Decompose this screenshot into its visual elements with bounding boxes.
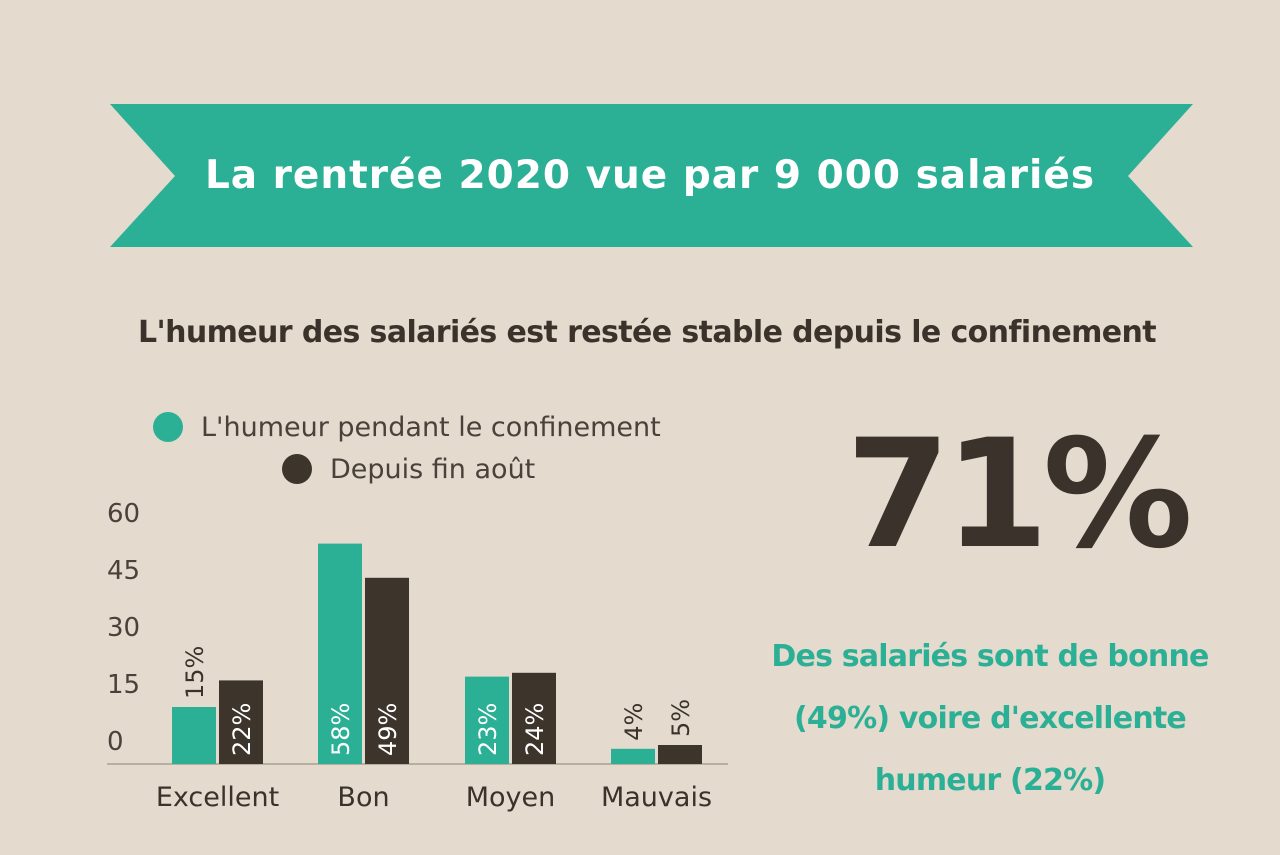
legend-item-confinement: L'humeur pendant le confinement bbox=[153, 412, 661, 442]
highlight-caption-line: humeur (22%) bbox=[874, 763, 1106, 798]
legend-label-fin-aout: Depuis fin août bbox=[330, 453, 536, 485]
category-label: Mauvais bbox=[601, 782, 712, 813]
bar bbox=[611, 748, 655, 764]
title-banner bbox=[110, 104, 1193, 247]
y-tick-label: 45 bbox=[107, 556, 140, 586]
data-label: 4% bbox=[620, 703, 648, 741]
data-label: 23% bbox=[474, 703, 502, 756]
category-label: Bon bbox=[337, 782, 389, 813]
banner-ribbon bbox=[110, 104, 1193, 247]
data-label: 15% bbox=[181, 646, 209, 699]
highlight-caption-line: Des salariés sont de bonne bbox=[771, 639, 1209, 674]
data-label: 58% bbox=[327, 703, 355, 756]
bar bbox=[219, 680, 263, 764]
chart-subtitle: L'humeur des salariés est restée stable … bbox=[138, 315, 1157, 350]
highlight-number: 71% bbox=[846, 408, 1193, 582]
category-label: Excellent bbox=[156, 782, 279, 813]
bar bbox=[318, 543, 362, 764]
bar bbox=[172, 707, 216, 764]
legend-swatch-dark bbox=[282, 454, 312, 484]
legend-label-confinement: L'humeur pendant le confinement bbox=[201, 411, 661, 443]
data-label: 22% bbox=[228, 703, 256, 756]
category-label: Moyen bbox=[466, 782, 556, 813]
data-label: 24% bbox=[521, 703, 549, 756]
page-title: La rentrée 2020 vue par 9 000 salariés bbox=[204, 153, 1096, 198]
legend-item-fin-aout: Depuis fin août bbox=[282, 454, 535, 484]
y-tick-label: 60 bbox=[107, 499, 140, 529]
y-tick-label: 15 bbox=[107, 670, 140, 700]
data-label: 49% bbox=[374, 703, 402, 756]
y-tick-label: 0 bbox=[107, 727, 124, 757]
highlight-caption: Des salariés sont de bonne (49%) voire d… bbox=[770, 626, 1210, 812]
legend-swatch-teal bbox=[153, 412, 183, 442]
highlight-caption-line: (49%) voire d'excellente bbox=[794, 701, 1187, 736]
bar bbox=[512, 672, 556, 764]
bar bbox=[365, 577, 409, 764]
bar bbox=[465, 676, 509, 764]
y-tick-label: 30 bbox=[107, 613, 140, 643]
data-label: 5% bbox=[667, 699, 695, 737]
bar bbox=[658, 745, 702, 764]
